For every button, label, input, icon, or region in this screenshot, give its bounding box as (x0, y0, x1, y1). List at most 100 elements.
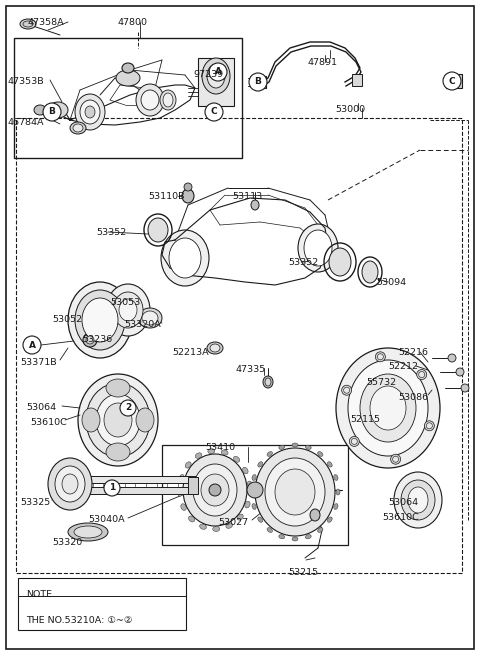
Circle shape (456, 368, 464, 376)
Ellipse shape (401, 480, 435, 520)
Ellipse shape (106, 443, 130, 461)
Text: 53086: 53086 (398, 393, 428, 402)
Ellipse shape (370, 386, 406, 430)
Ellipse shape (336, 489, 340, 495)
Ellipse shape (141, 90, 159, 110)
Ellipse shape (258, 517, 263, 522)
Ellipse shape (202, 58, 230, 94)
Ellipse shape (318, 528, 323, 533)
Ellipse shape (55, 466, 85, 502)
Ellipse shape (221, 450, 228, 455)
Ellipse shape (252, 504, 256, 510)
Ellipse shape (213, 527, 220, 531)
Ellipse shape (82, 298, 118, 342)
Ellipse shape (85, 106, 95, 118)
Ellipse shape (86, 383, 150, 457)
Circle shape (417, 369, 427, 380)
Ellipse shape (201, 474, 229, 506)
Ellipse shape (74, 526, 102, 538)
Text: B: B (254, 77, 262, 86)
Ellipse shape (70, 122, 86, 134)
Ellipse shape (75, 290, 125, 350)
Ellipse shape (334, 504, 338, 510)
Ellipse shape (279, 445, 285, 449)
Ellipse shape (208, 449, 215, 454)
Ellipse shape (329, 248, 351, 276)
Circle shape (393, 457, 399, 462)
Text: 53052: 53052 (52, 315, 82, 324)
Ellipse shape (292, 443, 298, 447)
Ellipse shape (327, 462, 332, 467)
Ellipse shape (394, 472, 442, 528)
Text: B: B (48, 107, 55, 117)
Text: 53610C: 53610C (382, 513, 419, 522)
Ellipse shape (80, 100, 100, 124)
Ellipse shape (78, 374, 158, 466)
Bar (62, 476, 200, 483)
Ellipse shape (195, 453, 202, 458)
Circle shape (205, 103, 223, 121)
Ellipse shape (305, 445, 311, 449)
Bar (252, 76, 266, 88)
Ellipse shape (304, 230, 332, 266)
Text: 1: 1 (109, 483, 115, 493)
Ellipse shape (265, 458, 325, 526)
Text: C: C (449, 77, 456, 86)
Text: 97239: 97239 (193, 70, 223, 79)
Text: 53610C: 53610C (30, 418, 67, 427)
Ellipse shape (209, 484, 221, 496)
Ellipse shape (163, 93, 173, 107)
Circle shape (83, 333, 97, 347)
Text: 52213A: 52213A (172, 348, 209, 357)
Circle shape (424, 421, 434, 431)
Ellipse shape (263, 376, 273, 388)
Text: 47353B: 47353B (8, 77, 45, 86)
Ellipse shape (310, 509, 320, 521)
Ellipse shape (169, 238, 201, 278)
Bar (198, 58, 234, 106)
Ellipse shape (255, 448, 335, 536)
Circle shape (43, 103, 61, 121)
Ellipse shape (233, 457, 240, 462)
Text: A: A (215, 67, 221, 77)
Text: 53110B: 53110B (148, 192, 184, 201)
Text: 52212: 52212 (388, 362, 418, 371)
Ellipse shape (237, 514, 243, 520)
Ellipse shape (265, 378, 271, 386)
Ellipse shape (267, 451, 273, 457)
Ellipse shape (247, 482, 263, 498)
Ellipse shape (161, 230, 209, 286)
Ellipse shape (193, 464, 237, 516)
Bar (446, 74, 462, 88)
Ellipse shape (242, 467, 248, 474)
Circle shape (448, 354, 456, 362)
Ellipse shape (48, 458, 92, 510)
Bar (188, 477, 198, 494)
Bar (18, 578, 186, 630)
Ellipse shape (408, 487, 428, 513)
Ellipse shape (96, 394, 140, 446)
Circle shape (351, 438, 357, 445)
Ellipse shape (34, 105, 46, 115)
Ellipse shape (148, 218, 168, 242)
Circle shape (120, 400, 136, 416)
Ellipse shape (200, 524, 206, 529)
Text: 52216: 52216 (398, 348, 428, 357)
Ellipse shape (348, 360, 428, 456)
Circle shape (349, 436, 360, 447)
Circle shape (249, 73, 267, 91)
Circle shape (344, 387, 349, 393)
Ellipse shape (226, 523, 233, 529)
Circle shape (209, 63, 227, 81)
Ellipse shape (68, 523, 108, 541)
Text: 53325: 53325 (20, 498, 50, 507)
Ellipse shape (68, 282, 132, 358)
Ellipse shape (336, 348, 440, 468)
Bar (162, 445, 348, 545)
Circle shape (86, 336, 94, 344)
Text: 52115: 52115 (350, 415, 380, 424)
Ellipse shape (116, 70, 140, 86)
Ellipse shape (62, 474, 78, 494)
Ellipse shape (20, 19, 36, 29)
Ellipse shape (248, 487, 252, 493)
